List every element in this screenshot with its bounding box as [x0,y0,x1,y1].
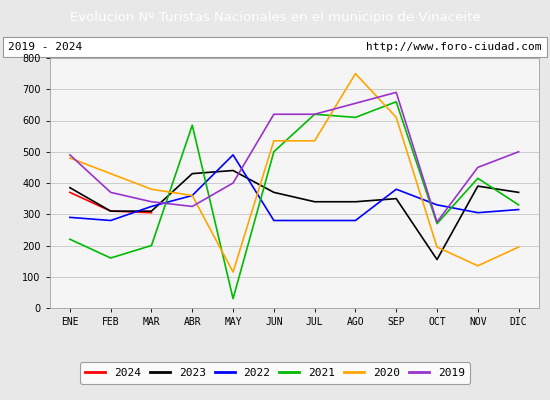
Text: Evolucion Nº Turistas Nacionales en el municipio de Vinaceite: Evolucion Nº Turistas Nacionales en el m… [70,12,480,24]
Legend: 2024, 2023, 2022, 2021, 2020, 2019: 2024, 2023, 2022, 2021, 2020, 2019 [80,362,470,384]
Text: 2019 - 2024: 2019 - 2024 [8,42,82,52]
Text: http://www.foro-ciudad.com: http://www.foro-ciudad.com [366,42,542,52]
FancyBboxPatch shape [3,37,547,57]
